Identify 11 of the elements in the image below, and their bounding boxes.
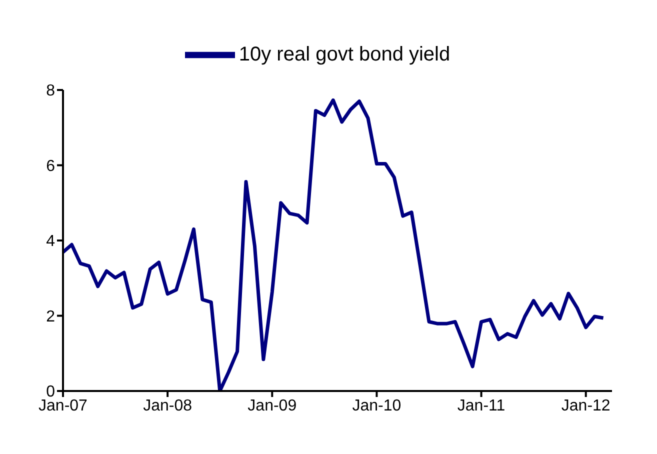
line-series — [63, 98, 606, 391]
x-tick-label: Jan-12 — [561, 397, 610, 414]
x-tick-label: Jan-08 — [143, 397, 192, 414]
x-tick-label: Jan-10 — [352, 397, 402, 414]
y-tick-label: 8 — [46, 82, 56, 100]
x-tick-label: Jan-09 — [248, 397, 297, 414]
y-tick-label: 6 — [46, 158, 56, 175]
y-tick-label: 2 — [46, 308, 56, 326]
y-tick-label: 4 — [46, 233, 56, 250]
x-tick-label: Jan-11 — [457, 397, 506, 414]
legend-label: 10y real govt bond yield — [238, 43, 450, 66]
